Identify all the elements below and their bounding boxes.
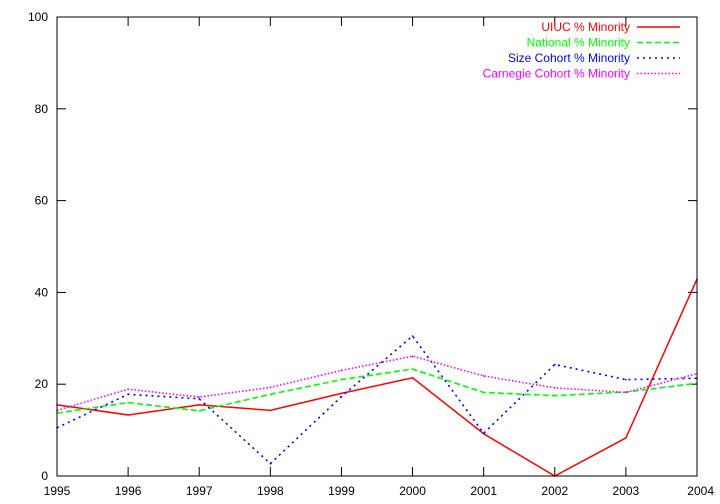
y-tick-label: 20 bbox=[35, 377, 49, 391]
y-tick-label: 60 bbox=[35, 194, 49, 208]
data-point bbox=[269, 409, 272, 412]
data-point bbox=[340, 369, 343, 372]
chart-axes: 0 20 40 60 80 100 1995 1996 1997 1998 1999 2000 2001… bbox=[28, 10, 714, 498]
data-point bbox=[553, 363, 556, 366]
data-point bbox=[340, 395, 343, 398]
plot-frame bbox=[56, 16, 698, 477]
series-line-4 bbox=[56, 355, 698, 412]
x-tick-label: 2001 bbox=[470, 484, 497, 498]
data-point bbox=[482, 391, 485, 394]
data-point bbox=[625, 437, 627, 439]
x-tick-label: 2003 bbox=[613, 484, 640, 498]
data-point bbox=[482, 375, 485, 377]
data-point bbox=[482, 432, 485, 435]
data-point bbox=[127, 388, 129, 391]
data-point bbox=[340, 392, 343, 395]
x-tick-label: 2000 bbox=[399, 484, 426, 498]
data-point bbox=[411, 355, 414, 358]
data-point bbox=[340, 378, 343, 381]
data-point bbox=[411, 376, 414, 379]
legend-label: UIUC % Minority bbox=[541, 20, 630, 34]
data-point bbox=[269, 462, 272, 465]
data-point bbox=[127, 401, 129, 404]
x-tick-label: 1999 bbox=[328, 484, 355, 498]
data-point bbox=[127, 393, 129, 396]
data-point bbox=[198, 396, 201, 398]
data-point bbox=[269, 386, 272, 389]
legend-label: National % Minority bbox=[527, 36, 630, 50]
legend-label: Carnegie Cohort % Minority bbox=[483, 67, 630, 81]
y-tick-label: 100 bbox=[28, 10, 48, 24]
series-line-3 bbox=[56, 334, 698, 465]
data-point bbox=[553, 387, 556, 389]
data-point bbox=[625, 378, 627, 381]
y-tick-label: 80 bbox=[35, 102, 49, 116]
data-point bbox=[553, 394, 556, 397]
chart-series bbox=[56, 278, 698, 477]
series-line-2 bbox=[56, 368, 698, 414]
data-point bbox=[198, 404, 201, 406]
data-point bbox=[127, 414, 129, 416]
data-point bbox=[198, 410, 201, 412]
y-tick-label: 0 bbox=[41, 469, 48, 483]
x-tick-label: 1996 bbox=[115, 484, 142, 498]
data-point bbox=[411, 335, 414, 337]
legend-label: Size Cohort % Minority bbox=[508, 51, 630, 65]
data-point bbox=[198, 398, 201, 400]
x-tick-label: 2004 bbox=[687, 484, 714, 498]
x-tick-label: 1997 bbox=[186, 484, 213, 498]
data-point bbox=[269, 393, 272, 396]
x-tick-label: 2002 bbox=[541, 484, 568, 498]
data-point bbox=[625, 391, 627, 394]
data-point bbox=[411, 368, 414, 370]
y-tick-label: 40 bbox=[35, 285, 49, 299]
series-line-1 bbox=[56, 278, 698, 477]
x-tick-label: 1998 bbox=[257, 484, 284, 498]
x-tick-label: 1995 bbox=[44, 484, 71, 498]
